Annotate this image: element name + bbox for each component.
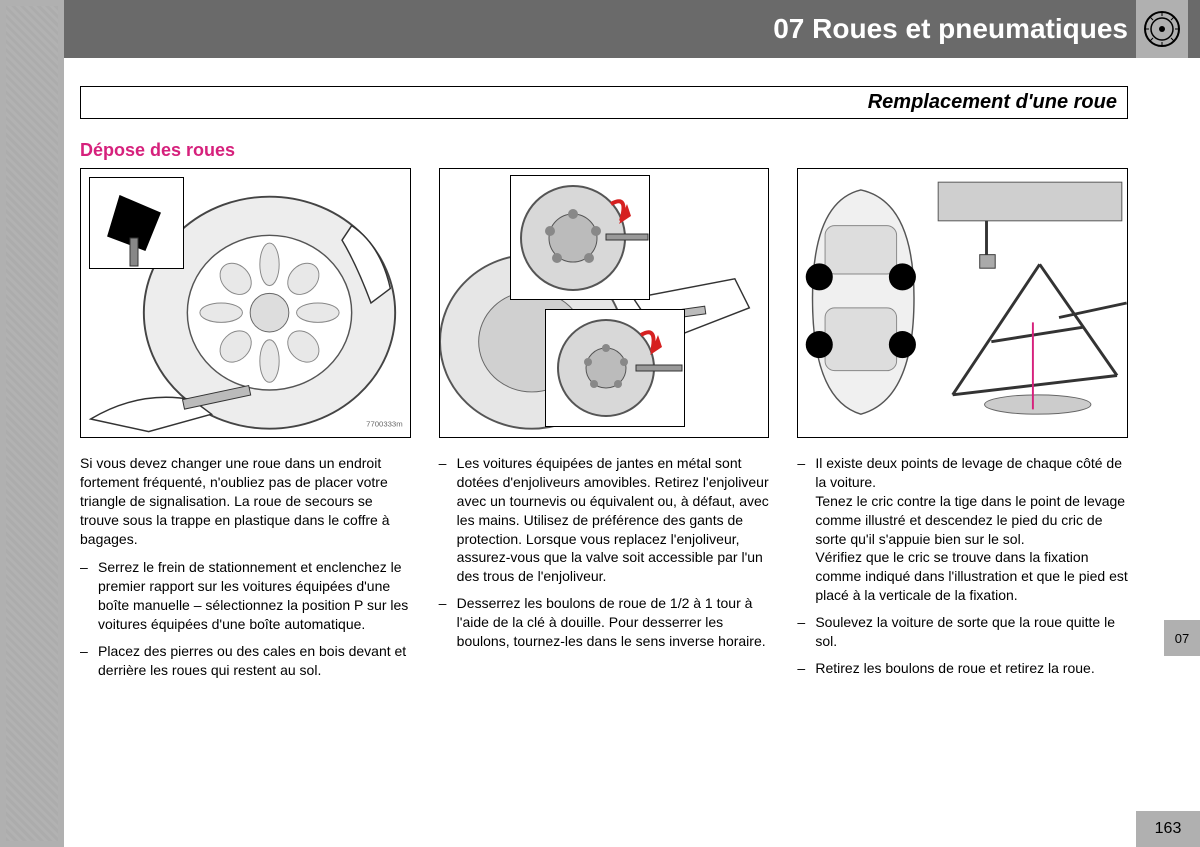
- chapter-header: 07 Roues et pneumatiques: [64, 0, 1200, 58]
- chapter-number: 07: [773, 13, 804, 44]
- column-2: Les voitures équipées de jantes en métal…: [439, 168, 770, 688]
- subheader-text: Remplacement d'une roue: [868, 91, 1117, 114]
- page-number: 163: [1155, 820, 1182, 838]
- content-columns: 7700333m Si vous devez changer une roue …: [80, 168, 1128, 688]
- column-1-intro: Si vous devez changer une roue dans un e…: [80, 454, 411, 548]
- illustration-1-inset: [89, 177, 184, 269]
- illustration-2-inset-bottom: [545, 309, 685, 427]
- column-1-list: Serrez le frein de stationnement et encl…: [80, 558, 411, 687]
- jack-points-illustration: [798, 169, 1127, 437]
- list-item: Serrez le frein de stationnement et encl…: [80, 558, 411, 634]
- illustration-2: [439, 168, 770, 438]
- column-3-list: Il existe deux points de levage de chaqu…: [797, 454, 1128, 686]
- section-heading: Dépose des roues: [80, 140, 235, 161]
- side-tab-number: 07: [1175, 631, 1189, 646]
- page-number-box: 163: [1136, 811, 1200, 847]
- illustration-3: [797, 168, 1128, 438]
- chapter-icon-box: [1136, 0, 1188, 58]
- column-1: 7700333m Si vous devez changer une roue …: [80, 168, 411, 688]
- illustration-2-inset-top: [510, 175, 650, 300]
- list-item: Retirez les boulons de roue et retirez l…: [797, 659, 1128, 678]
- list-item: Desserrez les boulons de roue de 1/2 à 1…: [439, 594, 770, 651]
- chapter-title: 07 Roues et pneumatiques: [773, 13, 1128, 45]
- list-item: Placez des pierres ou des cales en bois …: [80, 642, 411, 680]
- list-item: Les voitures équipées de jantes en métal…: [439, 454, 770, 586]
- left-margin-strip: [0, 0, 64, 847]
- chapter-name: Roues et pneumatiques: [812, 13, 1128, 44]
- side-chapter-tab: 07: [1164, 620, 1200, 656]
- tire-icon: [1142, 9, 1182, 49]
- illustration-1: 7700333m: [80, 168, 411, 438]
- svg-text:7700333m: 7700333m: [366, 420, 402, 429]
- column-2-list: Les voitures équipées de jantes en métal…: [439, 454, 770, 659]
- column-3: Il existe deux points de levage de chaqu…: [797, 168, 1128, 688]
- list-item: Soulevez la voiture de sorte que la roue…: [797, 613, 1128, 651]
- list-item: Il existe deux points de levage de chaqu…: [797, 454, 1128, 605]
- page-subheader: Remplacement d'une roue: [80, 86, 1128, 119]
